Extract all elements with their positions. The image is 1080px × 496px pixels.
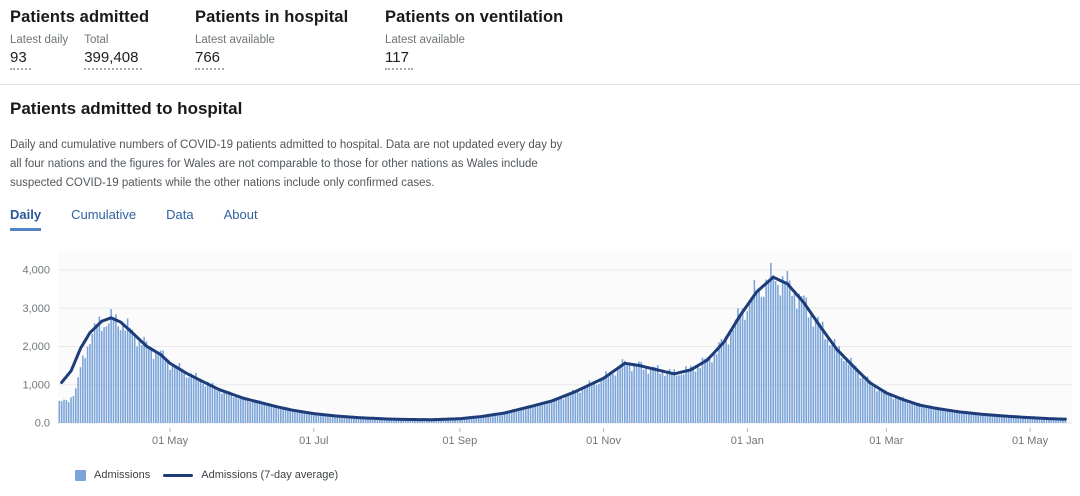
- stat-label: Latest available: [385, 34, 465, 46]
- svg-text:01 May: 01 May: [152, 435, 189, 447]
- admissions-swatch-icon: [75, 469, 86, 481]
- svg-text:01 Jul: 01 Jul: [299, 435, 328, 447]
- tab-about[interactable]: About: [223, 207, 258, 222]
- metric-title: Patients admitted: [10, 8, 150, 26]
- legend-label: Admissions: [94, 469, 151, 481]
- stat-latest-available: Latest available 117: [385, 34, 465, 70]
- stat-latest-available: Latest available 766: [195, 34, 275, 70]
- stat-value[interactable]: 399,408: [84, 49, 143, 70]
- legend-item-admissions: Admissions: [75, 469, 150, 481]
- stat-total: Total 399,408: [84, 34, 143, 70]
- tab-data[interactable]: Data: [166, 207, 194, 222]
- legend-label: Admissions (7-day average): [201, 469, 339, 481]
- svg-text:01 May: 01 May: [1012, 435, 1049, 447]
- metric-patients-in-hospital: Patients in hospital Latest available 76…: [195, 8, 348, 70]
- svg-text:2,000: 2,000: [22, 341, 50, 353]
- svg-text:01 Jan: 01 Jan: [731, 435, 764, 447]
- metric-title: Patients in hospital: [195, 8, 349, 26]
- average-line-swatch-icon: [163, 473, 194, 477]
- svg-text:01 Sep: 01 Sep: [442, 435, 477, 447]
- stat-value[interactable]: 766: [195, 49, 225, 70]
- tab-daily[interactable]: Daily: [10, 207, 42, 231]
- legend-item-average: Admissions (7-day average): [163, 469, 338, 481]
- section-title: Patients admitted to hospital: [10, 99, 243, 118]
- stat-value[interactable]: 93: [10, 49, 31, 70]
- metric-title: Patients on ventilation: [385, 8, 564, 26]
- section-divider: [0, 84, 1080, 85]
- stat-label: Latest daily: [10, 34, 69, 46]
- metric-patients-admitted: Patients admitted Latest daily 93 Total …: [10, 8, 149, 70]
- stat-label: Latest available: [195, 34, 275, 46]
- chart-tabs: Daily Cumulative Data About: [10, 207, 258, 231]
- svg-text:1,000: 1,000: [22, 379, 50, 391]
- stat-latest-daily: Latest daily 93: [10, 34, 68, 70]
- svg-text:3,000: 3,000: [22, 303, 50, 315]
- svg-text:0.0: 0.0: [35, 418, 50, 430]
- svg-text:4,000: 4,000: [22, 265, 50, 277]
- tab-cumulative[interactable]: Cumulative: [71, 207, 137, 222]
- chart-legend: Admissions Admissions (7-day average): [75, 469, 338, 481]
- svg-text:01 Mar: 01 Mar: [869, 435, 904, 447]
- admissions-chart[interactable]: 0.0 1,000 2,000 3,000 4,000 01 May 01 Jul 01 Se…: [0, 245, 1080, 455]
- svg-text:01 Nov: 01 Nov: [586, 435, 621, 447]
- metric-patients-on-ventilation: Patients on ventilation Latest available…: [385, 8, 563, 70]
- stat-value[interactable]: 117: [385, 49, 413, 70]
- section-description: Daily and cumulative numbers of COVID-19…: [10, 139, 563, 189]
- stat-label: Total: [84, 34, 109, 46]
